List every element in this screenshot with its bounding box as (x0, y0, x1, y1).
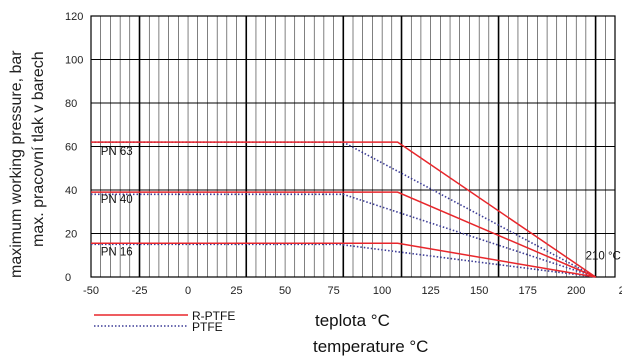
series-line-r-ptfe-pn63 (91, 141, 597, 278)
y-axis-label-czech: max. pracovní tlak v barech (30, 51, 47, 247)
x-tick-label: -25 (132, 285, 148, 297)
x-tick-label: -50 (83, 285, 99, 297)
annotation-label: PN 40 (101, 194, 133, 206)
x-tick-label: 50 (279, 285, 291, 297)
series-line-r-ptfe-pn40 (91, 191, 596, 278)
annotation-label: 210 °C (586, 251, 621, 263)
annotation-label: PN 63 (101, 146, 133, 158)
x-tick-label: 175 (518, 285, 536, 297)
series-line-r-ptfe-pn16 (91, 242, 596, 278)
plot-frame (90, 15, 616, 278)
x-tick-label: 75 (327, 285, 339, 297)
x-tick-label: 0 (185, 285, 191, 297)
x-axis-label-english: temperature °C (313, 337, 429, 356)
y-axis-label-english: maximum working pressure, bar (8, 50, 25, 278)
x-tick-label: 100 (373, 285, 391, 297)
y-tick-label: 20 (65, 229, 77, 241)
y-tick-label: 40 (65, 185, 77, 197)
legend-label-r-ptfe: R-PTFE (192, 309, 236, 323)
series-line-ptfe-pn40 (91, 193, 596, 278)
legend-label-ptfe: PTFE (192, 320, 223, 334)
y-tick-label: 120 (65, 11, 83, 23)
x-tick-label: 150 (470, 285, 488, 297)
y-tick-label: 100 (65, 55, 83, 67)
series-line-ptfe-pn16 (91, 243, 596, 278)
y-tick-label: 0 (65, 272, 71, 284)
y-tick-label: 80 (65, 98, 77, 110)
y-tick-label: 60 (65, 142, 77, 154)
x-tick-label: 25 (230, 285, 242, 297)
annotation-label: PN 16 (101, 246, 133, 258)
x-tick-label: 125 (421, 285, 439, 297)
x-axis-label-czech: teplota °C (315, 311, 390, 330)
x-tick-label: 200 (567, 285, 585, 297)
x-tick-label: 22 (619, 285, 622, 297)
